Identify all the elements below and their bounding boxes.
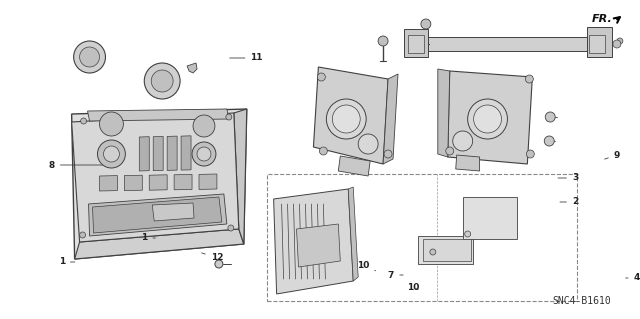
- Bar: [418, 236, 472, 264]
- Polygon shape: [296, 224, 340, 267]
- Circle shape: [526, 150, 534, 158]
- Circle shape: [319, 147, 328, 155]
- Text: 5: 5: [0, 318, 1, 319]
- Circle shape: [192, 142, 216, 166]
- Circle shape: [430, 249, 436, 255]
- Text: 12: 12: [202, 253, 223, 263]
- Text: 1: 1: [141, 234, 156, 242]
- Polygon shape: [314, 67, 388, 164]
- Text: 11: 11: [230, 54, 263, 63]
- Text: 3: 3: [558, 174, 579, 182]
- Text: 10: 10: [407, 284, 419, 293]
- Circle shape: [544, 136, 554, 146]
- Text: 8: 8: [49, 160, 115, 169]
- Polygon shape: [152, 203, 194, 221]
- Polygon shape: [75, 229, 244, 259]
- Circle shape: [617, 38, 623, 44]
- Text: 9: 9: [605, 151, 620, 160]
- Polygon shape: [140, 137, 149, 171]
- Circle shape: [446, 147, 454, 155]
- Circle shape: [97, 140, 125, 168]
- Circle shape: [151, 70, 173, 92]
- Polygon shape: [339, 156, 370, 176]
- Text: FR.: FR.: [592, 14, 612, 24]
- Circle shape: [81, 118, 86, 124]
- Bar: [408, 35, 424, 53]
- Text: 4: 4: [626, 273, 640, 283]
- Polygon shape: [234, 109, 247, 244]
- Circle shape: [79, 232, 86, 238]
- Polygon shape: [167, 136, 177, 170]
- Polygon shape: [408, 37, 597, 51]
- Polygon shape: [88, 109, 229, 121]
- Circle shape: [545, 112, 556, 122]
- Bar: [267, 174, 577, 301]
- Polygon shape: [383, 74, 398, 164]
- Polygon shape: [187, 63, 197, 73]
- Circle shape: [525, 75, 533, 83]
- Circle shape: [421, 19, 431, 29]
- Circle shape: [468, 99, 508, 139]
- Text: SNC4-B1610: SNC4-B1610: [552, 296, 611, 306]
- Polygon shape: [153, 137, 163, 171]
- Bar: [463, 197, 517, 239]
- Text: 10: 10: [357, 261, 376, 271]
- Circle shape: [99, 112, 124, 136]
- Bar: [423, 239, 470, 261]
- Polygon shape: [72, 113, 239, 242]
- Polygon shape: [448, 71, 532, 164]
- Circle shape: [378, 36, 388, 46]
- Circle shape: [79, 47, 99, 67]
- Text: 6: 6: [0, 318, 1, 319]
- Polygon shape: [456, 155, 479, 171]
- Circle shape: [144, 63, 180, 99]
- Circle shape: [613, 40, 621, 48]
- Circle shape: [326, 99, 366, 139]
- Circle shape: [228, 225, 234, 231]
- Polygon shape: [72, 109, 247, 259]
- Text: 7: 7: [388, 271, 403, 279]
- Polygon shape: [274, 189, 353, 294]
- Bar: [589, 35, 605, 53]
- Polygon shape: [174, 174, 192, 190]
- Polygon shape: [124, 175, 142, 190]
- Polygon shape: [93, 197, 222, 233]
- Circle shape: [104, 146, 120, 162]
- Circle shape: [193, 115, 215, 137]
- Polygon shape: [88, 194, 227, 236]
- Polygon shape: [404, 29, 428, 57]
- Circle shape: [226, 114, 232, 120]
- Circle shape: [452, 131, 472, 151]
- Circle shape: [474, 105, 502, 133]
- Circle shape: [197, 147, 211, 161]
- Polygon shape: [99, 175, 117, 191]
- Text: 1: 1: [59, 257, 75, 266]
- Polygon shape: [199, 174, 217, 189]
- Polygon shape: [587, 27, 612, 57]
- Polygon shape: [348, 187, 358, 281]
- Circle shape: [74, 41, 106, 73]
- Circle shape: [215, 260, 223, 268]
- Circle shape: [317, 73, 325, 81]
- Polygon shape: [149, 175, 167, 190]
- Text: 2: 2: [560, 197, 579, 206]
- Circle shape: [384, 150, 392, 158]
- Circle shape: [465, 231, 470, 237]
- Polygon shape: [181, 136, 191, 170]
- Circle shape: [332, 105, 360, 133]
- Polygon shape: [438, 69, 450, 157]
- Circle shape: [358, 134, 378, 154]
